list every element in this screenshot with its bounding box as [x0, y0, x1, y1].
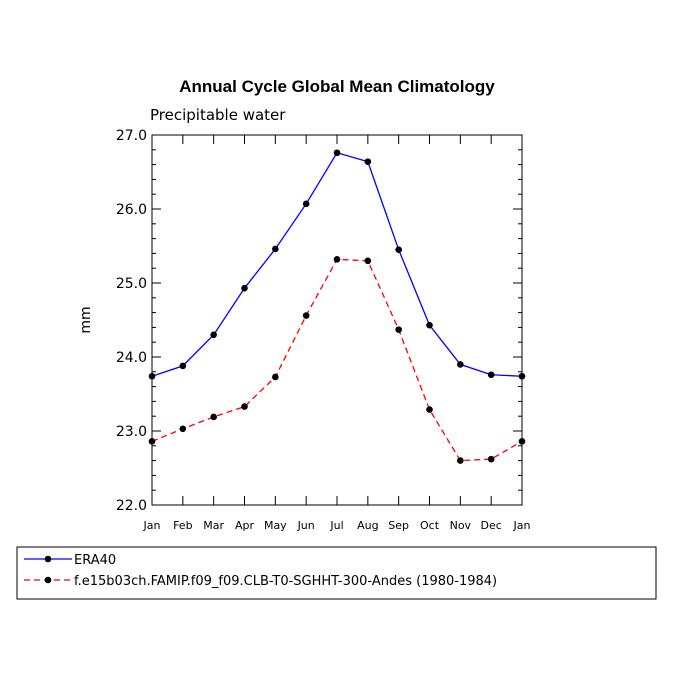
data-point: [241, 284, 248, 292]
x-tick-label: Jun: [297, 519, 315, 532]
data-point: [395, 326, 402, 333]
data-point: [179, 425, 187, 433]
data-point: [333, 149, 341, 157]
y-tick-label: 23.0: [116, 424, 147, 440]
data-point: [302, 312, 310, 319]
y-axis-label: mm: [78, 306, 94, 333]
y-tick-label: 27.0: [116, 128, 147, 144]
legend: ERA40 f.e15b03ch.FAMIP.f09_f09.CLB-T0-SGH…: [24, 553, 497, 589]
series-points: [148, 149, 526, 464]
legend-label-2: f.e15b03ch.FAMIP.f09_f09.CLB-T0-SGHHT-30…: [74, 574, 497, 589]
data-point: [241, 403, 248, 410]
data-point: [457, 361, 464, 368]
data-point: [302, 200, 310, 208]
data-point: [364, 257, 372, 265]
data-point: [333, 256, 341, 263]
data-point: [148, 438, 156, 445]
series-line-1: [151, 151, 523, 377]
data-point: [272, 245, 279, 253]
legend-marker-2: [44, 576, 52, 584]
legend-marker-1: [44, 555, 52, 563]
data-point: [148, 372, 156, 380]
series-lines: [151, 151, 523, 462]
x-tick-label: Oct: [420, 519, 440, 532]
chart-subtitle: Precipitable water: [150, 106, 286, 124]
x-tick-label: Dec: [481, 519, 502, 532]
y-tick-label: 24.0: [116, 350, 147, 366]
data-point: [426, 406, 433, 413]
y-tick-label: 26.0: [116, 202, 147, 218]
y-tick-label: 25.0: [116, 276, 147, 292]
legend-box: [16, 546, 657, 600]
axis-ticks: 22.0 23.0 24.0 25.0 26.0 27.0 Jan Feb Mar Apr May J…: [116, 128, 531, 532]
data-point: [487, 455, 495, 463]
data-point: [426, 321, 433, 329]
data-point: [179, 362, 187, 370]
x-tick-label: Sep: [388, 519, 409, 532]
x-tick-label: Aug: [357, 519, 378, 532]
chart-title: Annual Cycle Global Mean Climatology: [179, 77, 495, 96]
series-line-2: [151, 258, 523, 462]
plot-frame: [151, 134, 523, 506]
data-point: [518, 372, 526, 380]
legend-label-1: ERA40: [74, 553, 116, 568]
x-tick-label: May: [264, 519, 287, 532]
x-tick-label: Jan: [143, 519, 161, 532]
x-tick-label: Nov: [450, 519, 472, 532]
y-tick-label: 22.0: [116, 498, 147, 514]
data-point: [487, 371, 495, 379]
x-tick-label: Jan: [513, 519, 531, 532]
data-point: [210, 331, 217, 339]
x-tick-label: Feb: [173, 519, 192, 532]
data-point: [364, 158, 372, 165]
x-tick-label: Jul: [329, 519, 343, 532]
x-tick-label: Apr: [235, 519, 255, 532]
x-tick-label: Mar: [203, 519, 224, 532]
data-point: [457, 457, 464, 464]
data-point: [518, 438, 526, 445]
data-point: [395, 246, 402, 253]
data-point: [272, 373, 279, 381]
data-point: [210, 413, 217, 421]
